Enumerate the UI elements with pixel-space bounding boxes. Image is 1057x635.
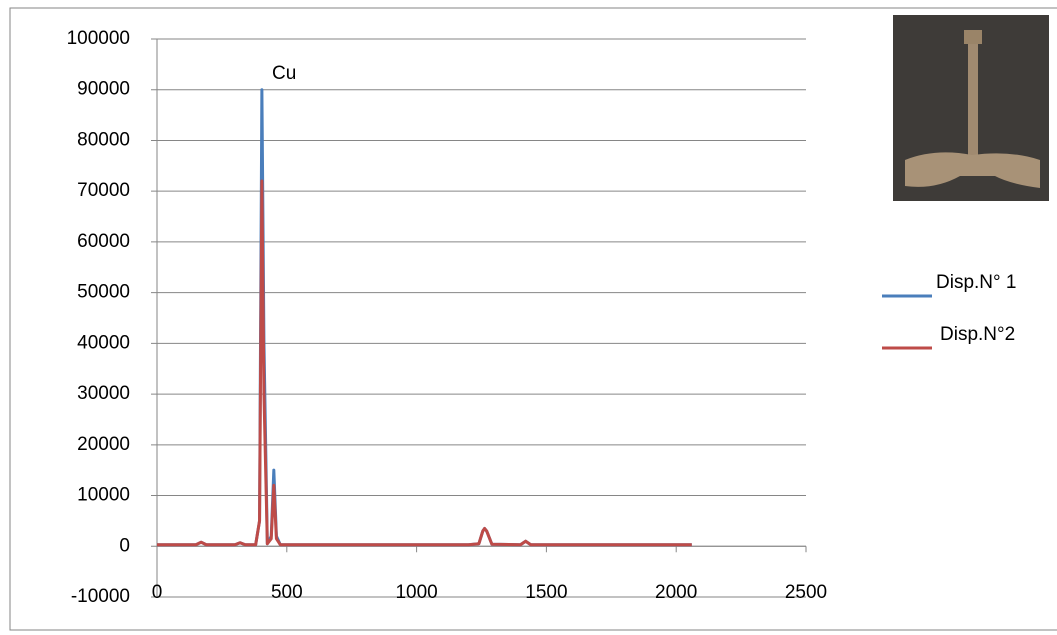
y-tick-label: 90000 — [77, 79, 130, 100]
y-tick-label: 60000 — [77, 231, 130, 252]
x-tick-label: 500 — [271, 582, 303, 603]
chart-frame — [9, 7, 1057, 631]
legend-label: Disp.N°2 — [940, 324, 1015, 345]
y-tick-label: 70000 — [77, 180, 130, 201]
photo-inset — [893, 15, 1049, 201]
y-tick-label: 30000 — [77, 383, 130, 404]
y-tick-label: 20000 — [77, 434, 130, 455]
legend-label: Disp.N° 1 — [936, 272, 1016, 293]
y-tick-label: 100000 — [67, 28, 130, 49]
y-tick-label: 50000 — [77, 282, 130, 303]
x-tick-label: 1500 — [525, 582, 567, 603]
series-line — [157, 179, 692, 547]
y-tick-label: 40000 — [77, 332, 130, 353]
annotation: Cu — [272, 63, 296, 84]
y-tick-label: 80000 — [77, 129, 130, 150]
x-tick-label: 1000 — [395, 582, 437, 603]
y-tick-label: 0 — [119, 535, 130, 556]
y-tick-label: -10000 — [71, 586, 130, 607]
x-tick-label: 0 — [152, 582, 163, 603]
x-tick-label: 2000 — [655, 582, 697, 603]
x-tick-label: 2500 — [785, 582, 827, 603]
y-tick-label: 10000 — [77, 485, 130, 506]
